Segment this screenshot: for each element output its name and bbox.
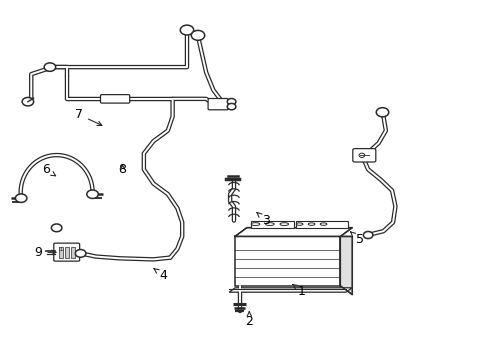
Circle shape bbox=[376, 108, 388, 117]
Ellipse shape bbox=[320, 223, 326, 225]
Bar bbox=[64, 247, 69, 258]
Circle shape bbox=[227, 99, 235, 105]
Text: LL: LL bbox=[59, 247, 64, 252]
Circle shape bbox=[86, 190, 98, 198]
Text: 3: 3 bbox=[256, 212, 269, 227]
Circle shape bbox=[22, 98, 34, 106]
Ellipse shape bbox=[307, 223, 314, 225]
FancyBboxPatch shape bbox=[101, 95, 129, 103]
Text: 5: 5 bbox=[350, 232, 363, 247]
Polygon shape bbox=[340, 237, 351, 294]
Text: 9: 9 bbox=[35, 246, 56, 259]
Polygon shape bbox=[234, 228, 351, 237]
Text: 8: 8 bbox=[118, 163, 126, 176]
Circle shape bbox=[15, 194, 27, 202]
Circle shape bbox=[44, 63, 56, 71]
FancyBboxPatch shape bbox=[54, 243, 80, 261]
Circle shape bbox=[227, 103, 235, 110]
Text: 1: 1 bbox=[292, 284, 305, 298]
Circle shape bbox=[51, 224, 62, 232]
Circle shape bbox=[180, 25, 193, 35]
Ellipse shape bbox=[280, 223, 288, 225]
Ellipse shape bbox=[251, 223, 259, 225]
Circle shape bbox=[191, 30, 204, 40]
Polygon shape bbox=[229, 288, 351, 292]
FancyBboxPatch shape bbox=[352, 149, 375, 162]
FancyBboxPatch shape bbox=[208, 99, 228, 110]
Ellipse shape bbox=[265, 223, 274, 225]
Bar bbox=[234, 237, 340, 286]
Ellipse shape bbox=[296, 223, 303, 225]
Polygon shape bbox=[296, 221, 348, 228]
Bar bbox=[59, 247, 63, 258]
Circle shape bbox=[75, 249, 86, 257]
Bar bbox=[70, 247, 75, 258]
Text: 2: 2 bbox=[245, 311, 253, 328]
Circle shape bbox=[363, 231, 372, 239]
Text: 4: 4 bbox=[154, 269, 166, 282]
Text: 6: 6 bbox=[41, 163, 56, 176]
Polygon shape bbox=[250, 221, 294, 228]
Text: 7: 7 bbox=[75, 108, 102, 126]
